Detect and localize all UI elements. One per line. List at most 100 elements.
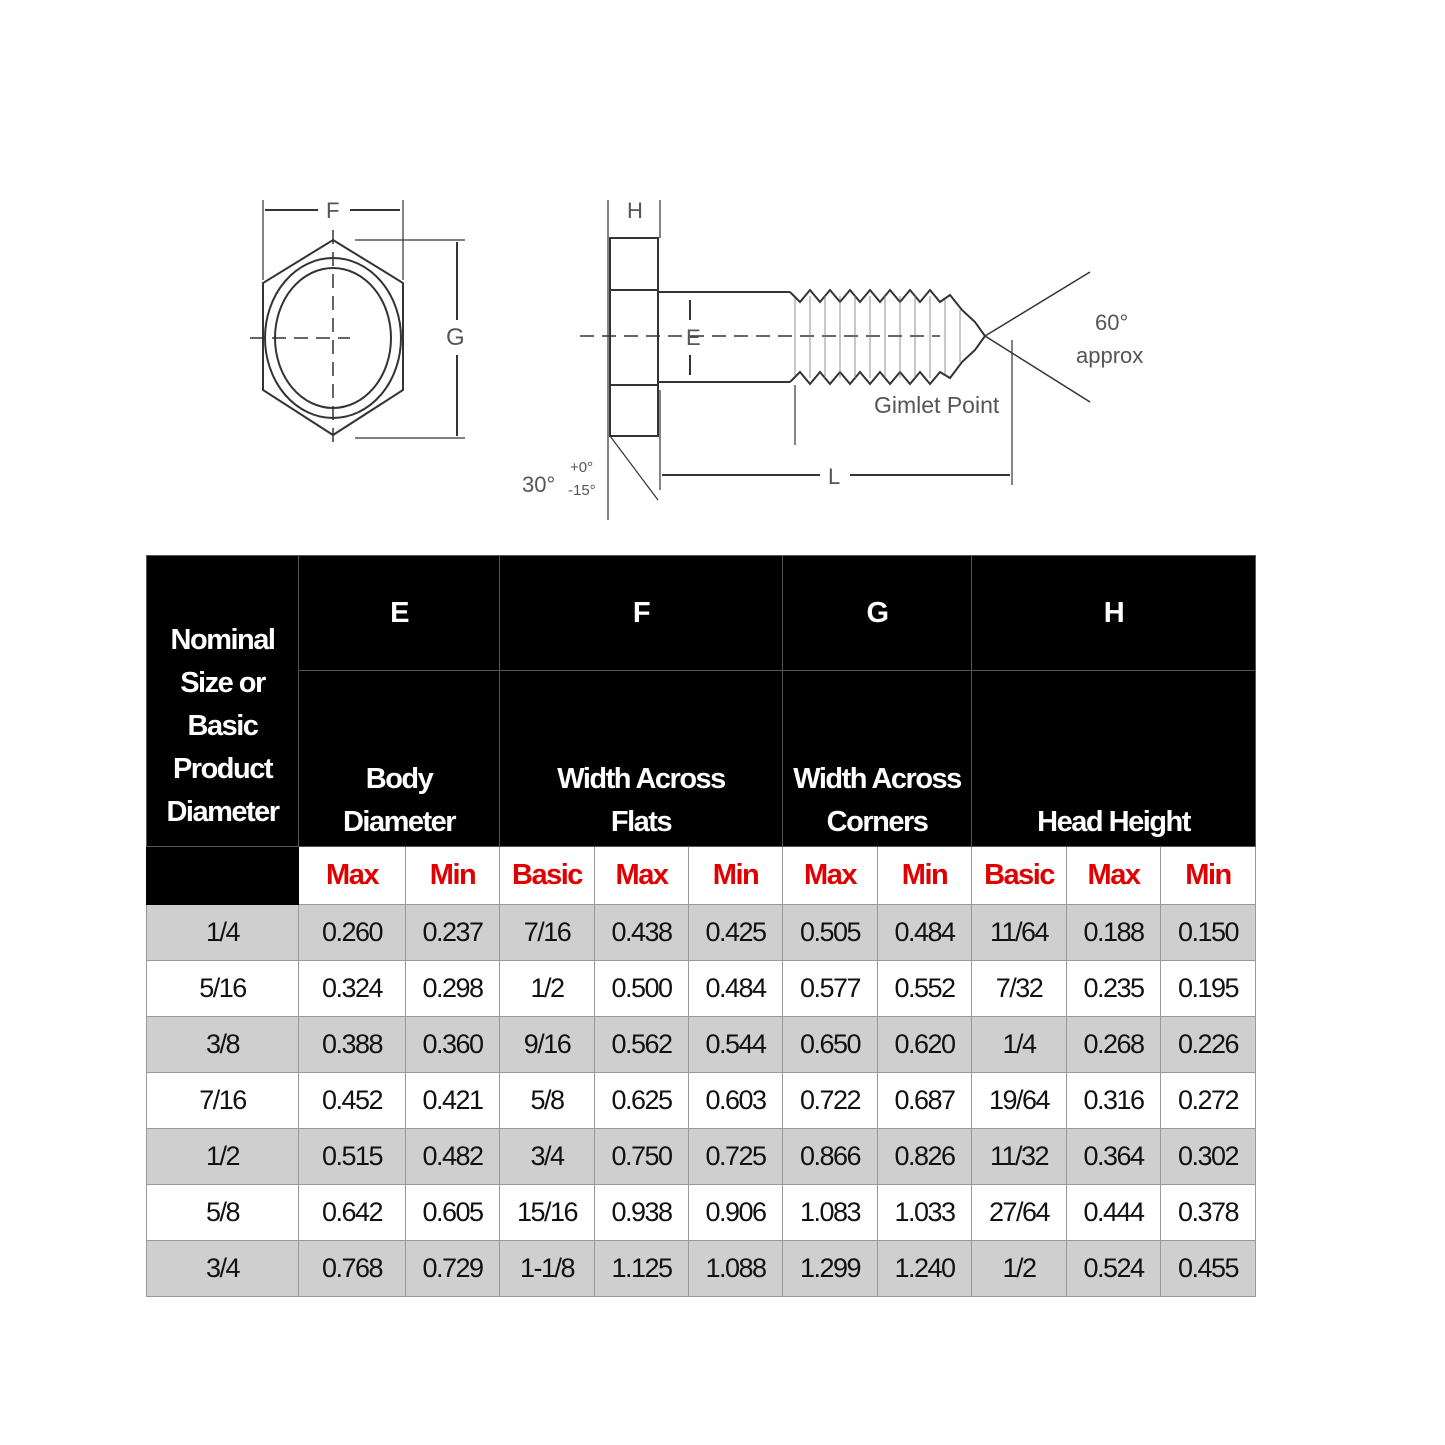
- value-cell: 1/2: [499, 960, 595, 1017]
- desc-line: Diameter: [342, 806, 457, 838]
- label-30: 30°: [522, 472, 555, 497]
- value-cell: 0.625: [594, 1072, 689, 1129]
- label-g: G: [446, 324, 465, 351]
- label-60: 60°: [1095, 310, 1128, 335]
- value-cell: 1.083: [782, 1184, 879, 1241]
- subheader-min: Min: [405, 846, 500, 905]
- value-cell: 1/4: [971, 1016, 1068, 1073]
- value-cell: 1-1/8: [499, 1240, 595, 1297]
- table-row: 5/8 0.642 0.605 15/16 0.938 0.906 1.083 1.033 27…: [146, 1184, 1257, 1241]
- desc-line: [973, 758, 1255, 801]
- value-cell: 7/16: [499, 904, 595, 961]
- value-cell: 0.188: [1066, 904, 1162, 961]
- desc-line: Flats: [610, 806, 673, 838]
- nominal-size-cell: 5/16: [146, 960, 299, 1017]
- lag-screw-diagram: F G H E L 60° approx Gimlet Point 30° +0…: [250, 198, 1143, 520]
- value-cell: 0.722: [782, 1072, 879, 1129]
- value-cell: 0.438: [594, 904, 689, 961]
- group-letter-h: H: [971, 555, 1257, 671]
- desc-line: Corners: [826, 806, 929, 838]
- value-cell: 0.378: [1160, 1184, 1257, 1241]
- label-gimlet-point: Gimlet Point: [874, 392, 1000, 418]
- value-cell: 0.302: [1160, 1128, 1257, 1185]
- value-cell: 0.603: [687, 1072, 784, 1129]
- value-cell: 0.577: [782, 960, 879, 1017]
- nominal-size-cell: 1/4: [146, 904, 299, 961]
- label-tol-minus: -15°: [568, 482, 596, 499]
- table-row: 1/2 0.515 0.482 3/4 0.750 0.725 0.866 0.826 11/3…: [146, 1128, 1257, 1185]
- value-cell: 0.360: [405, 1016, 500, 1073]
- value-cell: 0.452: [298, 1072, 406, 1129]
- value-cell: 0.729: [405, 1240, 500, 1297]
- value-cell: 0.725: [687, 1128, 784, 1185]
- nominal-size-cell: 3/8: [146, 1016, 299, 1073]
- desc-line: Body: [365, 763, 434, 795]
- value-cell: 0.237: [405, 904, 500, 961]
- value-cell: 0.421: [405, 1072, 500, 1129]
- value-cell: 3/4: [499, 1128, 595, 1185]
- header-line: Size or: [180, 666, 266, 699]
- value-cell: 0.552: [877, 960, 973, 1017]
- header-line: Basic: [187, 709, 259, 742]
- value-cell: 0.768: [298, 1240, 406, 1297]
- value-cell: 0.544: [687, 1016, 784, 1073]
- table-row: 7/16 0.452 0.421 5/8 0.625 0.603 0.722 0.687 19/…: [146, 1072, 1257, 1129]
- group-desc-width-across-flats: Width Across Flats: [498, 670, 784, 847]
- label-l: L: [828, 464, 840, 489]
- group-letter-e: E: [298, 555, 500, 671]
- value-cell: 0.455: [1160, 1240, 1257, 1297]
- value-cell: 1.125: [594, 1240, 689, 1297]
- value-cell: 0.826: [877, 1128, 973, 1185]
- value-cell: 15/16: [499, 1184, 595, 1241]
- subheader-max: Max: [594, 846, 689, 905]
- group-letter-g: G: [782, 555, 973, 671]
- header-line: Product: [172, 752, 274, 785]
- row-header-nominal-size: Nominal Size or Basic Product Diameter: [146, 555, 299, 847]
- label-e: E: [686, 325, 701, 350]
- group-letter-f: F: [498, 555, 784, 671]
- value-cell: 0.500: [594, 960, 689, 1017]
- value-cell: 0.195: [1160, 960, 1257, 1017]
- value-cell: 9/16: [499, 1016, 595, 1073]
- table-row: 3/8 0.388 0.360 9/16 0.562 0.544 0.650 0.620 1/4…: [146, 1016, 1257, 1073]
- value-cell: 0.268: [1066, 1016, 1162, 1073]
- group-desc-width-across-corners: Width Across Corners: [782, 670, 973, 847]
- value-cell: 0.484: [687, 960, 784, 1017]
- value-cell: 0.272: [1160, 1072, 1257, 1129]
- header-line: Nominal: [170, 623, 276, 656]
- table-row: 1/4 0.260 0.237 7/16 0.438 0.425 0.505 0.484 11/…: [146, 904, 1257, 961]
- value-cell: 11/64: [971, 904, 1068, 961]
- value-cell: 19/64: [971, 1072, 1068, 1129]
- desc-line: Width Across: [557, 763, 726, 795]
- value-cell: 0.524: [1066, 1240, 1162, 1297]
- value-cell: 0.226: [1160, 1016, 1257, 1073]
- value-cell: 1.299: [782, 1240, 879, 1297]
- value-cell: 0.687: [877, 1072, 973, 1129]
- value-cell: 0.482: [405, 1128, 500, 1185]
- subheader-basic: Basic: [971, 846, 1068, 905]
- subheader-basic: Basic: [499, 846, 595, 905]
- label-tol-plus: +0°: [570, 459, 593, 476]
- value-cell: 0.750: [594, 1128, 689, 1185]
- value-cell: 0.650: [782, 1016, 879, 1073]
- value-cell: 0.364: [1066, 1128, 1162, 1185]
- nominal-size-cell: 5/8: [146, 1184, 299, 1241]
- value-cell: 0.515: [298, 1128, 406, 1185]
- value-cell: 7/32: [971, 960, 1068, 1017]
- value-cell: 1/2: [971, 1240, 1068, 1297]
- value-cell: 0.388: [298, 1016, 406, 1073]
- group-desc-body-diameter: Body Diameter: [298, 670, 500, 847]
- subheader-min: Min: [1160, 846, 1257, 905]
- value-cell: 0.605: [405, 1184, 500, 1241]
- group-desc-head-height: Head Height: [971, 670, 1257, 847]
- value-cell: 0.484: [877, 904, 973, 961]
- subheader-min: Min: [687, 846, 784, 905]
- value-cell: 1.033: [877, 1184, 973, 1241]
- value-cell: 0.316: [1066, 1072, 1162, 1129]
- value-cell: 0.235: [1066, 960, 1162, 1017]
- label-h: H: [627, 198, 643, 223]
- value-cell: 11/32: [971, 1128, 1068, 1185]
- value-cell: 27/64: [971, 1184, 1068, 1241]
- subheader-min: Min: [877, 846, 973, 905]
- label-f: F: [326, 198, 339, 223]
